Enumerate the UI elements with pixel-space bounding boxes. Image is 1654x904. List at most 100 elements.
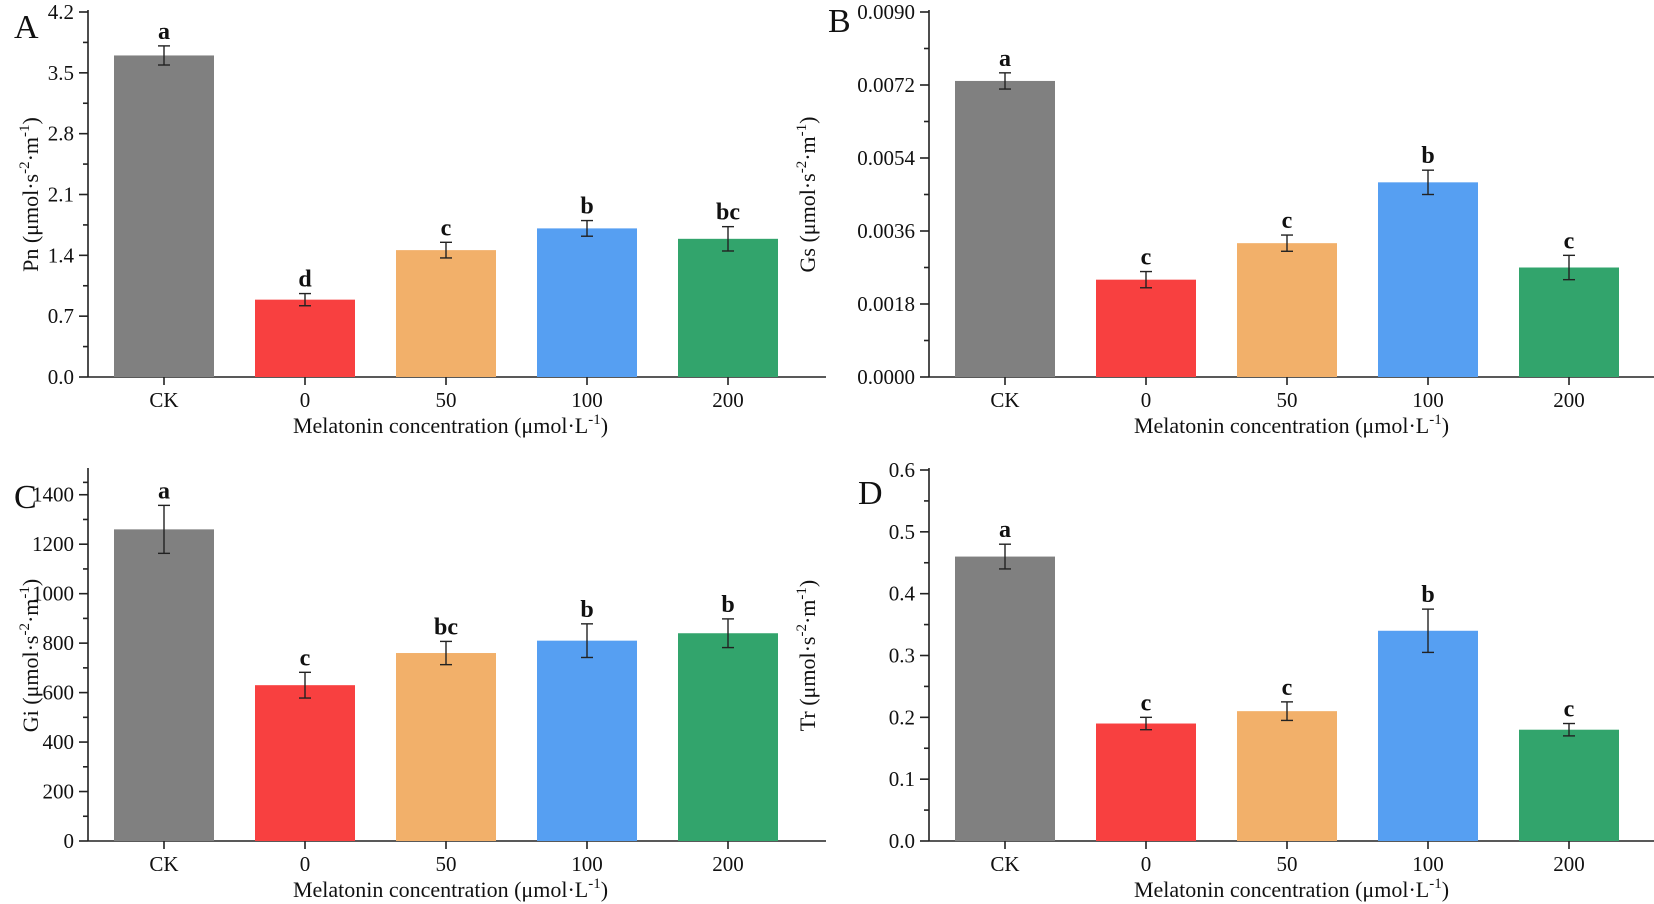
bar-50 (1237, 711, 1337, 841)
bar-100 (537, 228, 637, 377)
x-tick-label: 0 (300, 852, 311, 876)
y-tick-label: 4.2 (48, 0, 74, 24)
significance-letter: c (1564, 697, 1575, 723)
y-tick-label: 0.0072 (857, 73, 915, 97)
significance-letter: c (441, 215, 452, 241)
significance-letter: c (1282, 208, 1293, 234)
x-tick-label: 50 (436, 852, 457, 876)
significance-letter: bc (434, 614, 458, 640)
significance-letter: b (721, 592, 734, 618)
x-tick-label: 100 (1412, 852, 1444, 876)
significance-letter: a (158, 478, 170, 504)
significance-letter: bc (716, 200, 740, 226)
y-tick-label: 200 (43, 780, 75, 804)
y-axis-title: Gs (μmol·s-2·m-1) (794, 117, 820, 273)
x-axis-title: Melatonin concentration (μmol·L-1) (1134, 412, 1449, 438)
y-tick-label: 0.2 (889, 705, 915, 729)
significance-letter: b (1421, 143, 1434, 169)
y-tick-label: 0.0 (889, 829, 915, 853)
significance-letter: a (999, 46, 1011, 72)
x-tick-label: CK (990, 388, 1019, 412)
y-tick-label: 0 (64, 829, 75, 853)
bar-200 (1519, 267, 1619, 377)
x-tick-label: 200 (1553, 388, 1585, 412)
x-tick-label: 100 (571, 388, 603, 412)
significance-letter: b (1421, 582, 1434, 608)
y-tick-label: 0.0018 (857, 292, 915, 316)
significance-letter: c (1141, 245, 1152, 271)
x-tick-label: CK (149, 388, 178, 412)
y-axis-title: Tr (μmol·s-2·m-1) (794, 580, 820, 732)
bar-0 (255, 685, 355, 841)
bar-50 (396, 250, 496, 377)
y-axis-title: Gi (μmol·s-2·m-1) (17, 579, 43, 733)
significance-letter: b (580, 597, 593, 623)
x-tick-label: 200 (712, 852, 744, 876)
bar-0 (1096, 279, 1196, 377)
significance-letter: c (1141, 690, 1152, 716)
y-tick-label: 800 (43, 631, 75, 655)
bar-50 (1237, 243, 1337, 377)
bar-0 (255, 299, 355, 377)
y-tick-label: 0.0 (48, 365, 74, 389)
y-tick-label: 0.4 (889, 582, 916, 606)
y-tick-label: 0.7 (48, 304, 74, 328)
y-tick-label: 0.0036 (857, 219, 915, 243)
bar-100 (537, 640, 637, 841)
significance-letter: c (1564, 228, 1575, 254)
y-tick-label: 0.0054 (857, 146, 915, 170)
x-axis-title: Melatonin concentration (μmol·L-1) (1134, 876, 1449, 902)
chart-panel-a: A 0.0 0.7 1.4 2.1 2.8 3.5 4.2 a CK d 0 c 50 b 100 bc 200 M… (14, 0, 826, 438)
x-tick-label: CK (990, 852, 1019, 876)
bar-200 (678, 633, 778, 841)
x-tick-label: 0 (1141, 852, 1152, 876)
y-tick-label: 0.0000 (857, 365, 915, 389)
x-tick-label: 100 (571, 852, 603, 876)
bar-0 (1096, 723, 1196, 841)
x-tick-label: 0 (300, 388, 311, 412)
y-tick-label: 0.0090 (857, 0, 915, 24)
panel-letter: D (858, 475, 883, 512)
panel-letter: A (14, 9, 39, 46)
y-tick-label: 1400 (32, 483, 74, 507)
y-tick-label: 0.5 (889, 520, 915, 544)
significance-letter: d (298, 267, 312, 293)
x-tick-label: 50 (436, 388, 457, 412)
significance-letter: a (158, 19, 170, 45)
chart-panel-b: B 0.0000 0.0018 0.0036 0.0054 0.0072 0.0090 a CK… (794, 0, 1654, 438)
x-tick-label: 50 (1277, 388, 1298, 412)
x-tick-label: 0 (1141, 388, 1152, 412)
x-tick-label: 100 (1412, 388, 1444, 412)
y-tick-label: 600 (43, 681, 75, 705)
y-tick-label: 3.5 (48, 61, 74, 85)
y-tick-label: 2.8 (48, 122, 74, 146)
x-tick-label: 200 (712, 388, 744, 412)
x-tick-label: 200 (1553, 852, 1585, 876)
bar-ck (955, 80, 1055, 377)
x-axis-title: Melatonin concentration (μmol·L-1) (293, 876, 608, 902)
bar-50 (396, 653, 496, 841)
y-tick-label: 0.6 (889, 458, 915, 482)
y-tick-label: 0.3 (889, 644, 915, 668)
x-axis-title: Melatonin concentration (μmol·L-1) (293, 412, 608, 438)
significance-letter: a (999, 517, 1011, 543)
y-tick-label: 1200 (32, 532, 74, 556)
chart-panel-c: C 0 200 400 600 800 1000 1200 1400 a CK c 0 bc 50 b 100 b… (14, 468, 826, 902)
bar-ck (114, 529, 214, 841)
panel-letter: C (14, 479, 37, 516)
bar-100 (1378, 182, 1478, 377)
y-axis-title: Pn (μmol·s-2·m-1) (17, 117, 43, 272)
significance-letter: c (300, 645, 311, 671)
significance-letter: c (1282, 675, 1293, 701)
x-tick-label: 50 (1277, 852, 1298, 876)
y-tick-label: 400 (43, 730, 75, 754)
y-tick-label: 1.4 (48, 243, 75, 267)
bar-100 (1378, 630, 1478, 841)
y-tick-label: 0.1 (889, 767, 915, 791)
y-tick-label: 2.1 (48, 183, 74, 207)
bar-ck (114, 55, 214, 377)
chart-panel-d: D 0.0 0.1 0.2 0.3 0.4 0.5 0.6 a CK c 0 c 50 b 100 c 200 Me… (794, 458, 1654, 902)
bar-200 (678, 238, 778, 377)
y-tick-label: 1000 (32, 582, 74, 606)
